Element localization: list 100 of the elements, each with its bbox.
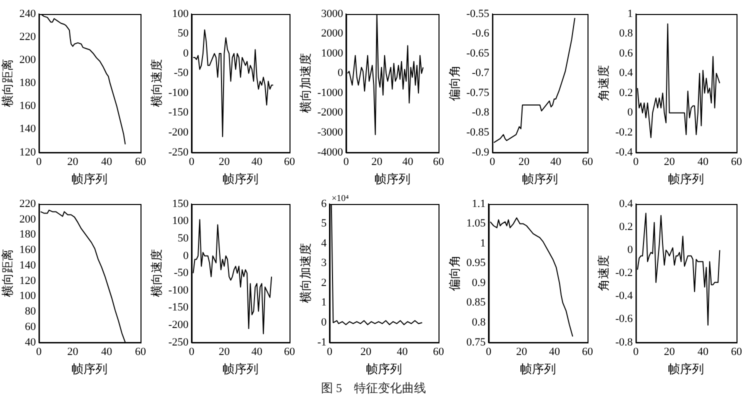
y-tick-label: 6 bbox=[321, 198, 328, 210]
y-tick-label: 40 bbox=[24, 336, 36, 348]
x-tick-label: 20 bbox=[664, 346, 676, 358]
y-tick-label: -0.9 bbox=[472, 146, 490, 158]
y-tick-label: 0 bbox=[183, 47, 190, 60]
x-tick-label: 60 bbox=[582, 346, 594, 358]
x-tick-label: 60 bbox=[135, 156, 146, 168]
y-axis-title: 横向速度 bbox=[149, 249, 164, 298]
y-tick-label: -2000 bbox=[317, 106, 344, 119]
y-tick-label: 100 bbox=[172, 215, 190, 228]
y-tick-label: -3000 bbox=[317, 126, 344, 139]
x-axis-title: 帧序列 bbox=[72, 362, 108, 376]
text: ×10⁴ bbox=[332, 192, 349, 203]
x-tick-label: 60 bbox=[433, 346, 444, 358]
y-tick-label: -0.2 bbox=[615, 267, 633, 280]
x-tick-label: 60 bbox=[731, 156, 742, 168]
x-tick-label: 40 bbox=[101, 156, 113, 168]
y-tick-label: 140 bbox=[19, 259, 36, 272]
y-tick-label: 0.8 bbox=[619, 28, 634, 40]
x-tick-label: 40 bbox=[101, 346, 113, 358]
x-axis-title: 帧序列 bbox=[222, 172, 259, 186]
y-tick-label: -1 bbox=[317, 336, 327, 348]
x-tick-label: 40 bbox=[549, 346, 561, 358]
y-tick-label: 80 bbox=[24, 306, 36, 318]
y-tick-label: 1.05 bbox=[466, 218, 486, 230]
y-tick-label: -0.4 bbox=[615, 290, 634, 302]
x-tick-label: 40 bbox=[697, 156, 709, 168]
y-axis-title: 横向距离 bbox=[0, 59, 14, 108]
y-axis-title: 横向距离 bbox=[0, 249, 14, 298]
y-tick-label: 120 bbox=[19, 146, 36, 158]
x-axis-title: 帧序列 bbox=[668, 172, 704, 186]
y-tick-label: 2000 bbox=[321, 28, 344, 40]
y-tick-label: 0.75 bbox=[466, 336, 486, 348]
y-tick-label: 100 bbox=[172, 8, 190, 20]
x-tick-label: 20 bbox=[371, 156, 383, 168]
y-tick-label: 60 bbox=[24, 320, 36, 333]
x-tick-label: 40 bbox=[251, 156, 263, 168]
y-tick-label: -150 bbox=[168, 302, 190, 314]
y-tick-label: 1000 bbox=[321, 47, 344, 60]
y-tick-label: 0 bbox=[183, 250, 190, 262]
x-tick-label: 20 bbox=[67, 156, 79, 168]
y-tick-label: 50 bbox=[178, 28, 190, 40]
y-tick-label: 0 bbox=[321, 316, 328, 329]
y-tick-label: 1 bbox=[480, 237, 486, 250]
y-tick-label: -0.8 bbox=[615, 336, 634, 348]
y-tick-label: 180 bbox=[19, 77, 36, 90]
y-tick-label: -0.65 bbox=[466, 47, 490, 60]
x-tick-label: 60 bbox=[284, 156, 296, 168]
x-tick-label: 40 bbox=[550, 156, 562, 168]
y-tick-label: 1 bbox=[321, 296, 327, 309]
y-axis-title: 偏向角 bbox=[447, 65, 462, 102]
y-tick-label: 0.4 bbox=[619, 67, 634, 80]
y-tick-label: -0.6 bbox=[472, 28, 490, 40]
y-tick-label: -200 bbox=[168, 318, 190, 331]
y-axis-title: 角速度 bbox=[596, 65, 610, 102]
y-tick-label: -50 bbox=[174, 67, 190, 80]
x-axis-title: 帧序列 bbox=[374, 172, 410, 186]
y-tick-label: 2 bbox=[321, 276, 327, 289]
x-tick-label: 20 bbox=[664, 156, 676, 168]
x-tick-label: 60 bbox=[135, 346, 146, 358]
y-tick-label: 0.4 bbox=[619, 198, 634, 210]
y-tick-label: 0.6 bbox=[619, 47, 634, 60]
x-tick-label: 40 bbox=[697, 346, 709, 358]
x-tick-label: 60 bbox=[582, 156, 594, 168]
y-tick-label: 0 bbox=[338, 67, 344, 80]
y-tick-label: -0.6 bbox=[615, 313, 634, 326]
y-axis-title: 横向速度 bbox=[149, 59, 164, 108]
y-axis-title: 横向加速度 bbox=[298, 243, 312, 304]
y-tick-label: 220 bbox=[19, 198, 36, 210]
x-tick-label: 20 bbox=[516, 346, 528, 358]
x-tick-label: 60 bbox=[433, 156, 444, 168]
x-tick-label: 20 bbox=[218, 346, 230, 358]
y-tick-label: 200 bbox=[19, 54, 36, 66]
y-tick-label: 50 bbox=[178, 232, 190, 244]
y-tick-label: 0 bbox=[627, 106, 634, 119]
x-tick-label: 20 bbox=[518, 156, 530, 168]
y-tick-label: -0.2 bbox=[615, 126, 633, 139]
y-tick-label: 0.2 bbox=[619, 220, 633, 233]
y-tick-label: 4 bbox=[321, 237, 328, 250]
x-tick-label: 40 bbox=[396, 346, 408, 358]
x-axis-title: 帧序列 bbox=[522, 172, 558, 186]
x-axis-title: 帧序列 bbox=[366, 362, 402, 376]
y-tick-label: -250 bbox=[168, 146, 190, 158]
y-tick-label: 160 bbox=[19, 100, 36, 112]
x-tick-label: 40 bbox=[402, 156, 414, 168]
y-tick-label: 0.95 bbox=[466, 257, 486, 270]
y-tick-label: -0.55 bbox=[466, 8, 490, 20]
y-tick-label: -100 bbox=[168, 86, 190, 99]
y-tick-label: -0.7 bbox=[472, 67, 490, 80]
y-axis-title: 角速度 bbox=[596, 255, 610, 292]
y-tick-label: 100 bbox=[19, 290, 36, 302]
y-tick-label: 150 bbox=[172, 198, 190, 210]
y-tick-label: 140 bbox=[19, 123, 36, 136]
x-tick-label: 20 bbox=[218, 156, 230, 168]
x-axis-title: 帧序列 bbox=[222, 362, 259, 376]
y-tick-label: -200 bbox=[168, 126, 190, 139]
y-tick-label: -1000 bbox=[317, 86, 344, 99]
x-axis-title: 帧序列 bbox=[72, 172, 108, 186]
x-tick-label: 60 bbox=[284, 346, 296, 358]
y-tick-label: 0 bbox=[627, 244, 634, 256]
